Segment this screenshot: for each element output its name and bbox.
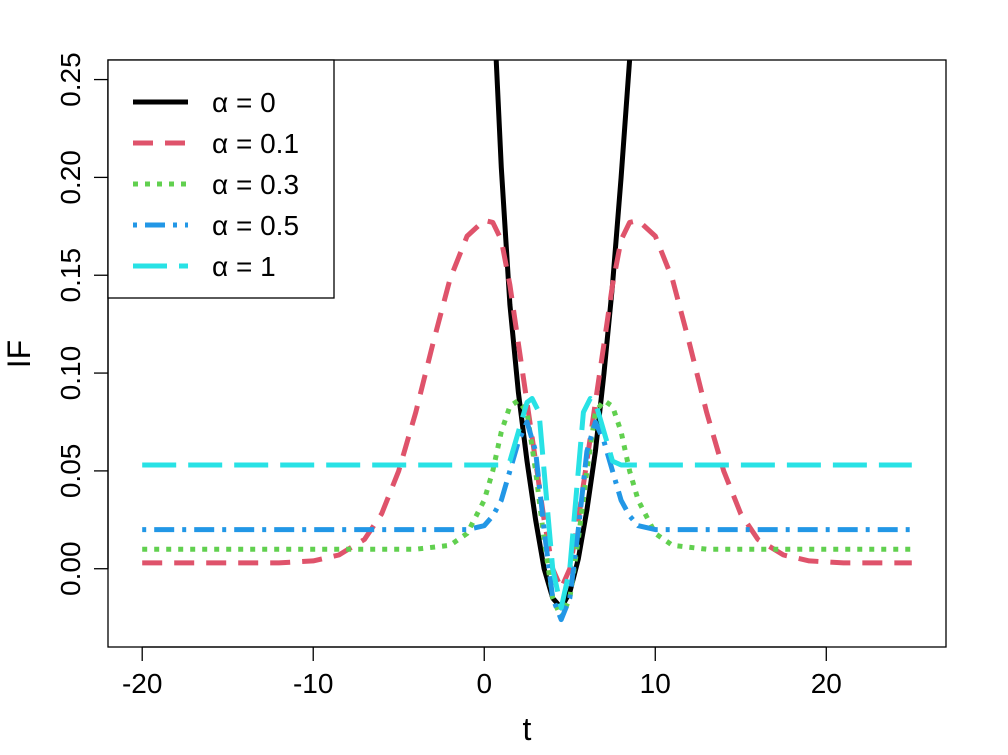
y-tick-label: 0.15	[55, 248, 86, 303]
series-layer	[142, 60, 912, 623]
series-line-4	[142, 396, 912, 611]
legend: α = 0 α = 0.1 α = 0.3 α = 0.5 α = 1	[107, 59, 335, 299]
y-tick-label: 0.10	[55, 346, 86, 401]
series-line-2	[142, 398, 912, 621]
x-tick-label: -20	[122, 668, 162, 699]
series-line-3	[142, 419, 912, 623]
y-tick-label: 0.25	[55, 52, 86, 107]
y-tick-label: 0.20	[55, 150, 86, 205]
x-tick-label: 10	[640, 668, 671, 699]
x-tick-label: -10	[293, 668, 333, 699]
legend-label: α = 0.1	[212, 128, 299, 159]
legend-label: α = 1	[212, 251, 276, 282]
y-tick-label: 0.05	[55, 444, 86, 499]
y-axis: 0.00 0.05 0.10 0.15 0.20 0.25	[55, 52, 109, 596]
x-axis: -20 -10 0 10 20	[122, 646, 842, 699]
y-tick-label: 0.00	[55, 541, 86, 596]
x-tick-label: 0	[476, 668, 492, 699]
y-axis-label: IF	[1, 340, 37, 368]
x-tick-label: 20	[811, 668, 842, 699]
legend-label: α = 0	[212, 87, 276, 118]
series-line-0	[493, 60, 633, 611]
legend-label: α = 0.3	[212, 169, 299, 200]
legend-label: α = 0.5	[212, 210, 299, 241]
x-axis-label: t	[523, 711, 532, 747]
